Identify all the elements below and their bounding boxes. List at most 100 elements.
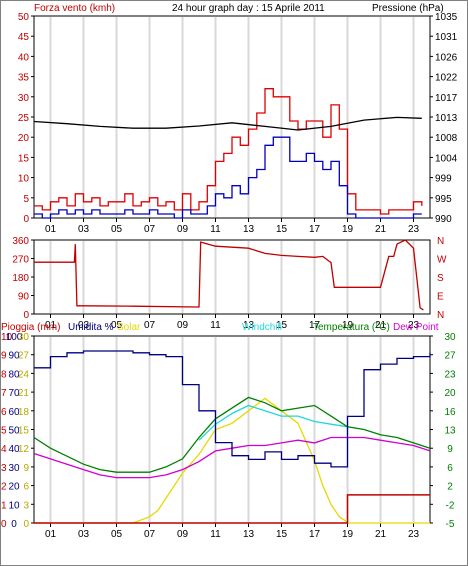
rain-y-tick-label: 10 (1, 332, 13, 343)
solar-y-tick-label: 0 (23, 519, 29, 530)
solar-y-tick-label: 12 (18, 444, 30, 455)
humidity-y-tick-label: 90 (8, 351, 20, 362)
rain-y-tick-label: 1 (1, 500, 7, 511)
wind-x-tick-label: 19 (342, 224, 354, 235)
wind-y-tick-label: 10 (18, 174, 30, 185)
wind-axis-title: Forza vento (kmh) (34, 3, 115, 14)
climate-x-tick-label: 11 (210, 529, 221, 540)
temperature-y-tick-label: 20 (444, 388, 456, 399)
page-title: 24 hour graph day : 15 Aprile 2011 (172, 3, 325, 14)
direction-y-tick-label: 270 (12, 255, 29, 266)
humidity-y-tick-label: 10 (8, 500, 20, 511)
climate-x-tick-label: 13 (243, 529, 255, 540)
solar-y-tick-label: 6 (23, 482, 29, 493)
temperature-y-tick-label: 23 (444, 369, 456, 380)
wind-x-tick-label: 11 (210, 224, 221, 235)
series-pressure (33, 116, 422, 131)
wind-x-tick-label: 09 (177, 224, 189, 235)
direction-y-tick-label: 90 (18, 292, 30, 303)
direction-compass-label: N (437, 310, 444, 321)
humidity-y-tick-label: 70 (8, 388, 20, 399)
temperature-y-tick-label: 9 (447, 444, 453, 455)
humidity-y-tick-label: 20 (8, 482, 20, 493)
wind-y-tick-label: 50 (18, 12, 30, 23)
series-temperature (33, 396, 431, 473)
legend-dewpoint: Dew Point (393, 322, 439, 333)
wind-x-tick-label: 05 (111, 224, 123, 235)
climate-x-tick-label: 15 (276, 529, 288, 540)
temperature-y-tick-label: 30 (444, 332, 456, 343)
wind-plot-frame (33, 15, 431, 219)
wind-x-tick-label: 07 (144, 224, 156, 235)
direction-x-tick-label: 15 (276, 320, 288, 331)
direction-x-tick-label: 23 (408, 320, 420, 331)
wind-x-tick-label: 21 (375, 224, 387, 235)
rain-y-tick-label: 0 (1, 519, 7, 530)
wind-y-tick-label: 15 (18, 153, 30, 164)
pressure-y-tick-label: 1004 (435, 153, 458, 164)
direction-x-tick-label: 11 (210, 320, 221, 331)
series-wind-speed (34, 136, 422, 219)
pressure-y-tick-label: 1013 (435, 113, 458, 124)
wind-x-tick-label: 03 (78, 224, 90, 235)
direction-compass-label: W (437, 255, 447, 266)
series-wind-direction (34, 239, 424, 311)
direction-compass-label: S (437, 273, 444, 284)
wind-y-tick-label: 40 (18, 52, 30, 63)
wind-x-tick-label: 23 (408, 224, 420, 235)
climate-x-tick-label: 05 (111, 529, 123, 540)
direction-x-tick-label: 07 (144, 320, 156, 331)
temperature-y-tick-label: 6 (447, 463, 453, 474)
climate-x-tick-label: 01 (45, 529, 57, 540)
wind-pressure-panel: 01 03 05 07 09 11 13 15 17 19 21 230510152025303540… (18, 12, 458, 235)
climate-x-tick-label: 19 (342, 529, 354, 540)
wind-y-tick-label: 35 (18, 73, 30, 84)
pressure-y-tick-label: 1035 (435, 12, 458, 23)
rain-y-tick-label: 6 (1, 407, 7, 418)
direction-x-tick-label: 13 (243, 320, 255, 331)
direction-y-tick-label: 0 (23, 310, 29, 321)
pressure-y-tick-label: 1031 (435, 32, 458, 43)
pressure-y-tick-label: 995 (435, 194, 452, 205)
wind-y-tick-label: 25 (18, 113, 30, 124)
temperature-y-tick-label: 2 (447, 482, 453, 493)
series-humidity (34, 350, 431, 468)
pressure-y-tick-label: 1017 (435, 93, 458, 104)
direction-plot-frame (33, 239, 431, 315)
rain-y-tick-label: 3 (1, 463, 7, 474)
rain-y-tick-label: 5 (1, 426, 7, 437)
wind-x-tick-label: 17 (309, 224, 321, 235)
temperature-y-tick-label: -2 (446, 500, 455, 511)
temperature-y-tick-label: 16 (444, 407, 456, 418)
direction-x-tick-label: 09 (177, 320, 189, 331)
direction-x-tick-label: 01 (45, 320, 57, 331)
humidity-y-tick-label: 0 (11, 519, 17, 530)
legend-temperature: Temperatura (°C) (313, 322, 390, 333)
direction-x-tick-label: 19 (342, 320, 354, 331)
climate-x-tick-label: 03 (78, 529, 90, 540)
rain-y-tick-label: 9 (1, 351, 7, 362)
temperature-y-tick-label: 27 (444, 351, 456, 362)
wind-y-tick-label: 0 (23, 214, 29, 225)
solar-y-tick-label: 21 (18, 388, 30, 399)
climate-x-tick-label: 23 (408, 529, 420, 540)
solar-y-tick-label: 18 (18, 407, 30, 418)
solar-y-tick-label: 24 (18, 369, 30, 380)
legend-solar: Solar (117, 322, 141, 333)
humidity-y-tick-label: 60 (8, 407, 20, 418)
wind-y-tick-label: 30 (18, 93, 30, 104)
pressure-y-tick-label: 999 (435, 174, 452, 185)
legend-rain: Pioggia (mm) (1, 322, 60, 333)
legend-humidity: Umidita % (68, 322, 114, 333)
rain-y-tick-label: 4 (1, 444, 7, 455)
direction-x-tick-label: 03 (78, 320, 90, 331)
legend-windchill: Windchill (242, 322, 282, 333)
solar-y-tick-label: 9 (23, 463, 29, 474)
pressure-axis-title: Pressione (hPa) (372, 3, 444, 14)
temperature-y-tick-label: 13 (444, 426, 456, 437)
series-wind-gust (34, 88, 423, 215)
solar-y-tick-label: 15 (18, 426, 30, 437)
